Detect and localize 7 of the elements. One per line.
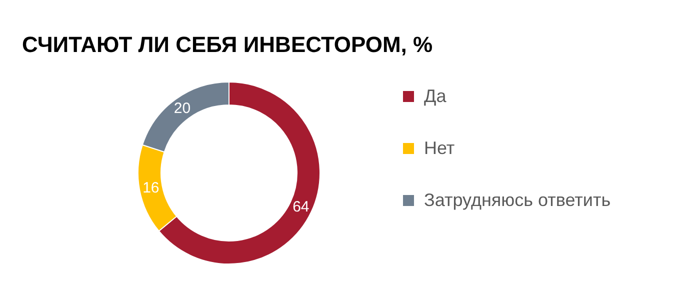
- chart-title: СЧИТАЮТ ЛИ СЕБЯ ИНВЕСТОРОМ, %: [22, 32, 433, 58]
- data-label: 16: [142, 179, 160, 196]
- data-label: 64: [292, 198, 310, 216]
- data-label: 20: [174, 100, 191, 118]
- legend-label: Затрудняюсь ответить: [423, 188, 612, 212]
- legend-label: Нет: [423, 136, 456, 160]
- legend-label: Да: [423, 84, 448, 108]
